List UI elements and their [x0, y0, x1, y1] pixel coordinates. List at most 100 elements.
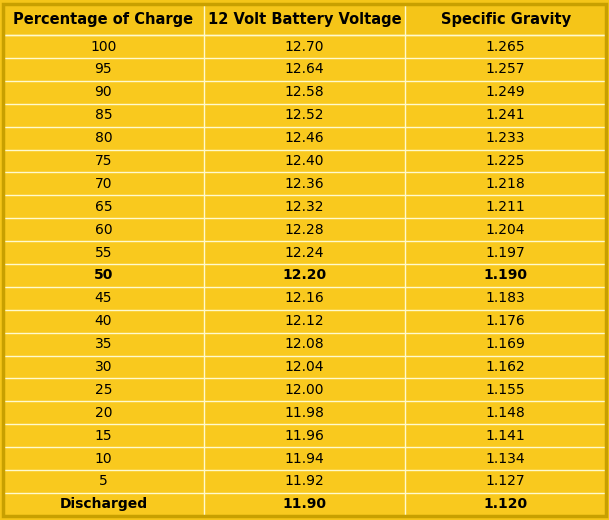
Bar	[405, 424, 606, 447]
Text: Specific Gravity: Specific Gravity	[440, 12, 571, 27]
Bar	[3, 447, 204, 470]
Bar	[204, 241, 405, 264]
Text: 15: 15	[94, 428, 112, 443]
Text: 35: 35	[94, 337, 112, 351]
Bar	[3, 4, 204, 35]
Text: 1.211: 1.211	[486, 200, 526, 214]
Bar	[3, 104, 204, 127]
Bar	[3, 173, 204, 196]
Text: 12.46: 12.46	[284, 131, 325, 145]
Text: 12 Volt Battery Voltage: 12 Volt Battery Voltage	[208, 12, 401, 27]
Text: 1.141: 1.141	[486, 428, 526, 443]
Bar	[3, 310, 204, 333]
Bar	[405, 127, 606, 150]
Bar	[3, 218, 204, 241]
Bar	[204, 424, 405, 447]
Text: 11.92: 11.92	[284, 474, 325, 488]
Text: 12.32: 12.32	[285, 200, 324, 214]
Text: 80: 80	[94, 131, 112, 145]
Bar	[204, 287, 405, 310]
Text: 1.249: 1.249	[486, 85, 526, 99]
Bar	[204, 333, 405, 356]
Text: 45: 45	[94, 291, 112, 305]
Text: 75: 75	[94, 154, 112, 168]
Bar	[405, 196, 606, 218]
Text: 1.204: 1.204	[486, 223, 526, 237]
Text: 40: 40	[94, 314, 112, 328]
Text: 65: 65	[94, 200, 112, 214]
Text: Discharged: Discharged	[59, 498, 147, 511]
Text: 1.148: 1.148	[486, 406, 526, 420]
Bar	[3, 241, 204, 264]
Text: 1.233: 1.233	[486, 131, 526, 145]
Bar	[405, 241, 606, 264]
Bar	[405, 173, 606, 196]
Bar	[204, 196, 405, 218]
Text: 1.218: 1.218	[486, 177, 526, 191]
Bar	[204, 127, 405, 150]
Text: 1.197: 1.197	[486, 245, 526, 259]
Bar	[204, 35, 405, 58]
Text: 12.12: 12.12	[284, 314, 325, 328]
Text: 100: 100	[90, 40, 116, 54]
Bar	[405, 81, 606, 104]
Bar	[204, 218, 405, 241]
Text: 25: 25	[94, 383, 112, 397]
Bar	[204, 173, 405, 196]
Bar	[405, 4, 606, 35]
Bar	[3, 264, 204, 287]
Bar	[204, 356, 405, 379]
Bar	[204, 58, 405, 81]
Text: 1.225: 1.225	[486, 154, 526, 168]
Text: 1.176: 1.176	[486, 314, 526, 328]
Text: 20: 20	[94, 406, 112, 420]
Bar	[405, 150, 606, 173]
Bar	[405, 58, 606, 81]
Text: 1.127: 1.127	[486, 474, 526, 488]
Text: 1.169: 1.169	[485, 337, 526, 351]
Bar	[405, 104, 606, 127]
Bar	[3, 401, 204, 424]
Text: 12.58: 12.58	[284, 85, 325, 99]
Bar	[204, 104, 405, 127]
Bar	[405, 333, 606, 356]
Text: 12.28: 12.28	[284, 223, 325, 237]
Text: 12.36: 12.36	[284, 177, 325, 191]
Text: 1.134: 1.134	[486, 451, 526, 465]
Text: 12.08: 12.08	[284, 337, 325, 351]
Text: 30: 30	[94, 360, 112, 374]
Text: 12.70: 12.70	[285, 40, 324, 54]
Text: 1.155: 1.155	[486, 383, 526, 397]
Bar	[204, 401, 405, 424]
Bar	[3, 379, 204, 401]
Bar	[204, 379, 405, 401]
Text: 12.40: 12.40	[285, 154, 324, 168]
Text: 11.96: 11.96	[284, 428, 325, 443]
Bar	[3, 127, 204, 150]
Text: 60: 60	[94, 223, 112, 237]
Bar	[405, 447, 606, 470]
Bar	[204, 470, 405, 493]
Bar	[3, 424, 204, 447]
Text: 50: 50	[94, 268, 113, 282]
Text: 12.52: 12.52	[285, 108, 324, 122]
Text: 11.98: 11.98	[284, 406, 325, 420]
Text: 5: 5	[99, 474, 108, 488]
Text: 1.120: 1.120	[484, 498, 527, 511]
Bar	[204, 150, 405, 173]
Text: 1.265: 1.265	[486, 40, 526, 54]
Bar	[204, 447, 405, 470]
Bar	[405, 264, 606, 287]
Bar	[405, 493, 606, 516]
Bar	[405, 401, 606, 424]
Text: 12.00: 12.00	[285, 383, 324, 397]
Text: 1.183: 1.183	[486, 291, 526, 305]
Bar	[405, 470, 606, 493]
Bar	[3, 35, 204, 58]
Bar	[3, 493, 204, 516]
Bar	[405, 35, 606, 58]
Text: 1.162: 1.162	[486, 360, 526, 374]
Text: 85: 85	[94, 108, 112, 122]
Text: 10: 10	[94, 451, 112, 465]
Text: 70: 70	[94, 177, 112, 191]
